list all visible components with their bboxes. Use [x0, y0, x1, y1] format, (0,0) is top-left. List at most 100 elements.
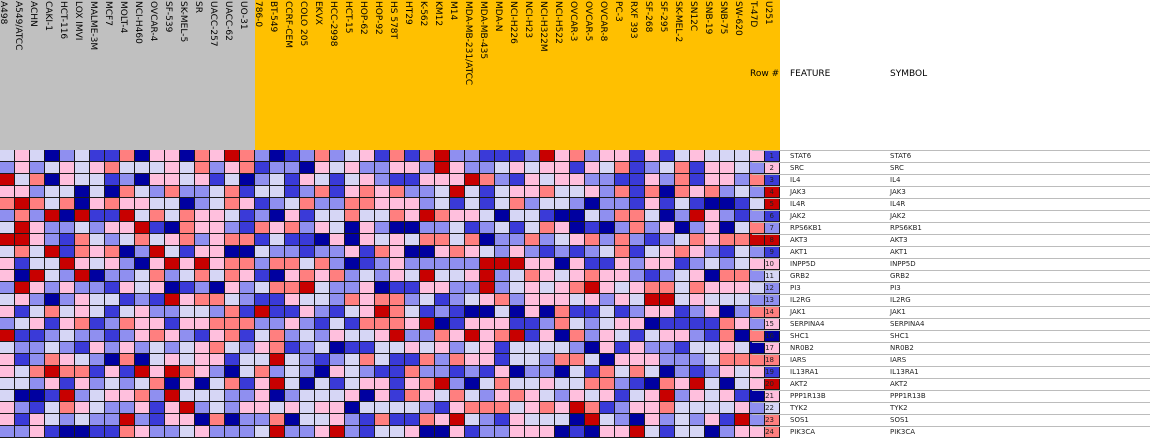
heatmap-cell — [285, 390, 300, 402]
heatmap-cell — [735, 318, 750, 330]
gene-symbol: PPP1R13B — [890, 392, 926, 400]
heatmap-cell — [0, 330, 15, 342]
heatmap-cell — [750, 234, 765, 246]
heatmap-cell — [120, 222, 135, 234]
heatmap-cell — [75, 210, 90, 222]
column-label-text: BT-549 — [268, 1, 278, 33]
heatmap-cell — [405, 246, 420, 258]
heatmap-cell — [585, 210, 600, 222]
heatmap-cell — [90, 222, 105, 234]
heatmap-cell — [150, 294, 165, 306]
heatmap-cell — [210, 294, 225, 306]
heatmap-cell — [390, 258, 405, 270]
heatmap-cell — [15, 426, 30, 438]
column-label: UO-31 — [234, 1, 249, 149]
heatmap-cell — [510, 222, 525, 234]
heatmap-cell — [450, 294, 465, 306]
heatmap-cell — [705, 342, 720, 354]
row-number: 11 — [765, 272, 774, 280]
heatmap-cell — [495, 258, 510, 270]
row-divider — [752, 186, 1150, 187]
column-label-text: SW-620 — [733, 1, 743, 36]
heatmap-cell — [465, 210, 480, 222]
heatmap-cell — [360, 390, 375, 402]
heatmap-cell — [540, 150, 555, 162]
heatmap-cell — [300, 342, 315, 354]
heatmap-cell — [465, 366, 480, 378]
heatmap-cell — [555, 354, 570, 366]
heatmap-cell — [180, 246, 195, 258]
table-row: 17 NR0B2 NR0B2 — [752, 342, 1150, 354]
heatmap-cell — [300, 222, 315, 234]
heatmap-cell — [510, 390, 525, 402]
heatmap-cell — [375, 426, 390, 438]
heatmap-cell — [30, 318, 45, 330]
heatmap-cell — [375, 330, 390, 342]
heatmap-cell — [240, 210, 255, 222]
table-row: 21 PPP1R13B PPP1R13B — [752, 390, 1150, 402]
heatmap-cell — [0, 318, 15, 330]
heatmap-cell — [510, 378, 525, 390]
heatmap-cell — [615, 402, 630, 414]
heatmap-cell — [195, 198, 210, 210]
row-divider — [752, 342, 1150, 343]
heatmap-cell — [165, 306, 180, 318]
heatmap-cell — [585, 390, 600, 402]
column-label-text: OVCAR-8 — [598, 1, 608, 42]
heatmap-cell — [45, 402, 60, 414]
heatmap-cell — [75, 378, 90, 390]
heatmap-cell — [420, 390, 435, 402]
heatmap-cell — [15, 402, 30, 414]
heatmap-cell — [0, 294, 15, 306]
heatmap-cell — [435, 342, 450, 354]
heatmap-cell — [240, 282, 255, 294]
heatmap-cell — [405, 198, 420, 210]
heatmap-cell — [375, 246, 390, 258]
heatmap-cell — [405, 390, 420, 402]
heatmap-cell — [360, 402, 375, 414]
heatmap-cell — [420, 342, 435, 354]
heatmap-cell — [480, 198, 495, 210]
heatmap-cell — [585, 270, 600, 282]
heatmap-cell — [135, 402, 150, 414]
heatmap-cell — [660, 330, 675, 342]
heatmap-cell — [585, 378, 600, 390]
heatmap-cell — [600, 414, 615, 426]
heatmap-cell — [135, 198, 150, 210]
heatmap-cell — [735, 378, 750, 390]
heatmap-cell — [690, 150, 705, 162]
heatmap-cell — [465, 354, 480, 366]
heatmap-cell — [120, 402, 135, 414]
heatmap-cell — [450, 378, 465, 390]
heatmap-cell — [135, 210, 150, 222]
heatmap-cell — [360, 270, 375, 282]
heatmap-cell — [405, 366, 420, 378]
heatmap-cell — [375, 366, 390, 378]
heatmap-cell — [345, 426, 360, 438]
heatmap-cell — [660, 378, 675, 390]
row-divider — [752, 282, 1150, 283]
heatmap-cell — [90, 258, 105, 270]
heatmap-cell — [330, 258, 345, 270]
heatmap-cell — [300, 402, 315, 414]
gene-symbol: IL4 — [890, 176, 901, 184]
heatmap-cell — [570, 246, 585, 258]
heatmap-cell — [330, 402, 345, 414]
heatmap-cell — [450, 342, 465, 354]
heatmap-cell — [315, 330, 330, 342]
heatmap-cell — [390, 222, 405, 234]
heatmap-cell — [705, 174, 720, 186]
heatmap-cell — [570, 270, 585, 282]
heatmap-cell — [675, 402, 690, 414]
row-divider — [752, 174, 1150, 175]
heatmap-cell — [195, 306, 210, 318]
heatmap-cell — [300, 306, 315, 318]
heatmap-cell — [285, 174, 300, 186]
heatmap-cell — [450, 174, 465, 186]
heatmap-cell — [480, 222, 495, 234]
heatmap-cell — [555, 318, 570, 330]
heatmap-cell — [45, 342, 60, 354]
heatmap-cell — [330, 222, 345, 234]
heatmap-cell — [510, 258, 525, 270]
heatmap-cell — [75, 282, 90, 294]
